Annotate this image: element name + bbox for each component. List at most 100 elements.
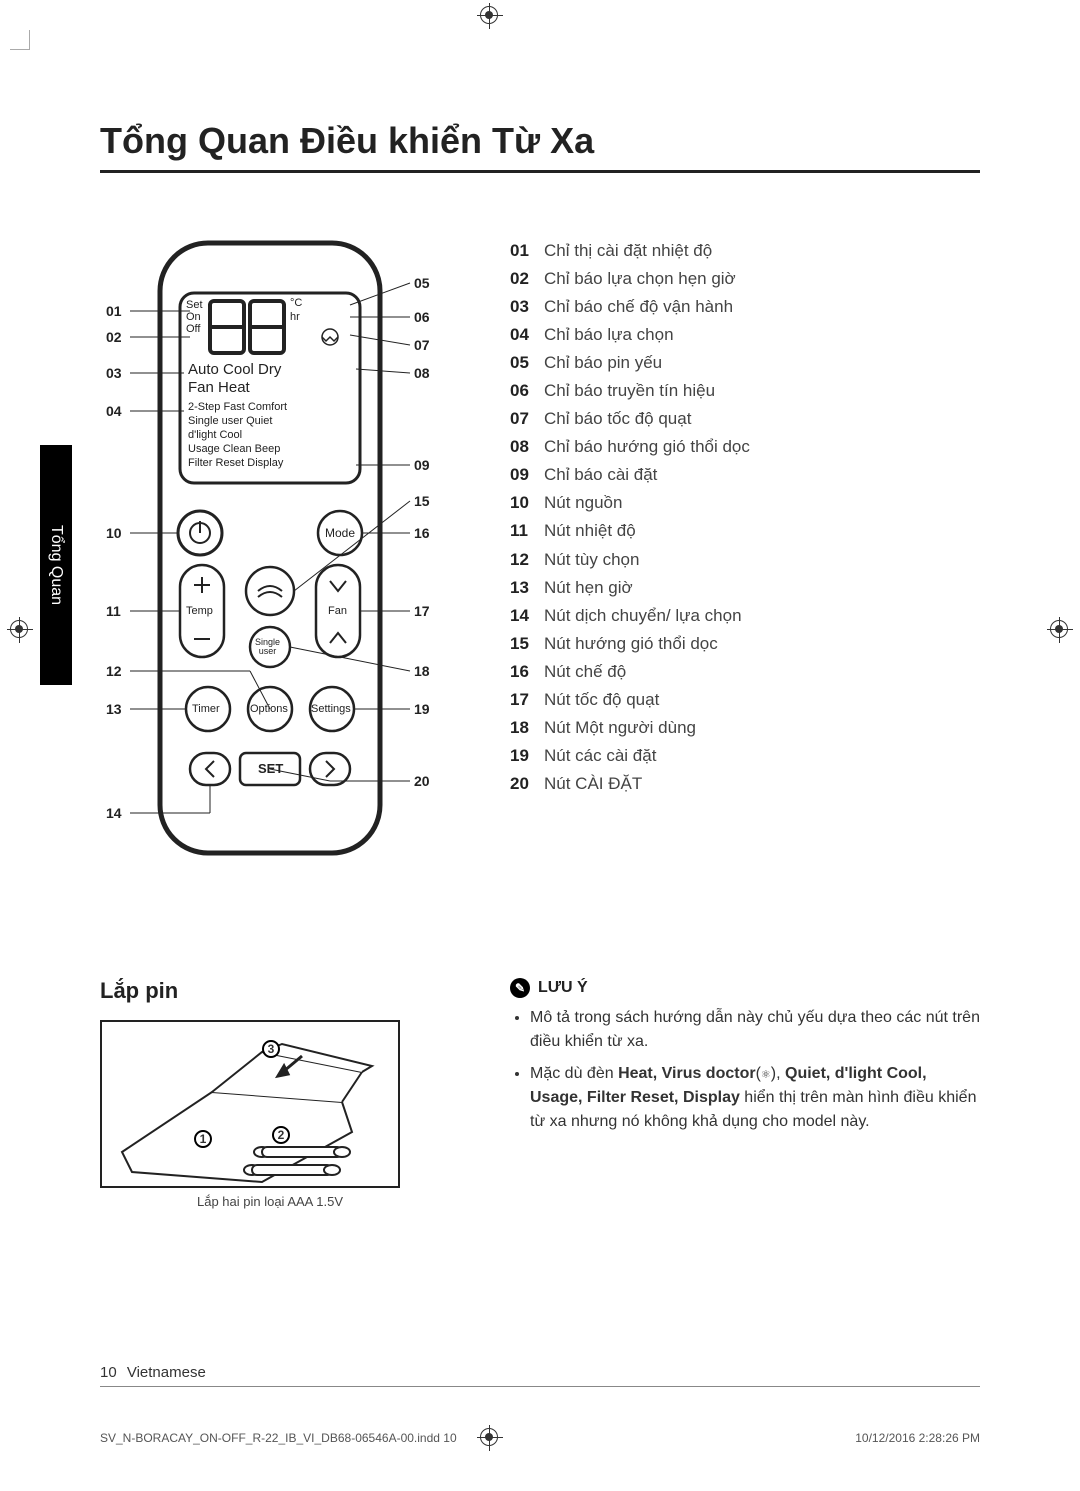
battery-step: 3	[262, 1040, 280, 1058]
battery-step: 2	[272, 1126, 290, 1144]
legend-text: Nút hướng gió thổi dọc	[544, 630, 718, 658]
legend-num: 13	[510, 574, 534, 602]
page: Tổng Quan Điều khiển Từ Xa Tổng Quan	[0, 0, 1080, 1491]
battery-step: 1	[194, 1130, 212, 1148]
legend-text: Nút dịch chuyển/ lựa chọn	[544, 602, 742, 630]
btn-mode-label: Mode	[325, 526, 355, 540]
remote-diagram: Set On Off °C hr Auto Cool Dry Fan Heat …	[100, 233, 440, 878]
legend-item: 16 Nút chế độ	[510, 658, 980, 686]
display-modes1: Auto Cool Dry	[188, 361, 281, 378]
print-file: SV_N-BORACAY_ON-OFF_R-22_IB_VI_DB68-0654…	[100, 1431, 457, 1445]
legend-num: 14	[510, 602, 534, 630]
callout: 15	[414, 493, 430, 509]
btn-set-label: SET	[258, 761, 283, 776]
legend-text: Chỉ báo lựa chọn hẹn giờ	[544, 265, 736, 293]
legend-item: 12Nút tùy chọn	[510, 546, 980, 574]
legend-text: Nút tốc độ quạt	[544, 686, 659, 714]
legend-num: 04	[510, 321, 534, 349]
legend-text: Chỉ thị cài đặt nhiệt độ	[544, 237, 712, 265]
callout: 12	[106, 663, 122, 679]
legend-num: 16	[510, 658, 534, 686]
callout: 16	[414, 525, 430, 541]
callout: 11	[106, 603, 121, 619]
btn-temp-label: Temp	[186, 605, 213, 617]
page-lang: Vietnamese	[127, 1364, 206, 1381]
legend-num: 03	[510, 293, 534, 321]
display-row5: Filter Reset Display	[188, 457, 283, 469]
callout: 10	[106, 525, 122, 541]
legend-item: 04 Chỉ báo lựa chọn	[510, 321, 980, 349]
legend-item: 02 Chỉ báo lựa chọn hẹn giờ	[510, 265, 980, 293]
btn-single-user-label: Single user	[255, 638, 280, 656]
legend-text: Nút các cài đặt	[544, 742, 656, 770]
legend-text: Chỉ báo pin yếu	[544, 349, 662, 377]
legend-text: Nút nhiệt độ	[544, 517, 636, 545]
legend-item: 19 Nút các cài đặt	[510, 742, 980, 770]
legend-item: 07 Chỉ báo tốc độ quạt	[510, 405, 980, 433]
callout: 08	[414, 365, 430, 381]
callout: 04	[106, 403, 122, 419]
legend-num: 07	[510, 405, 534, 433]
legend-num: 05	[510, 349, 534, 377]
legend-text: Chỉ báo lựa chọn	[544, 321, 674, 349]
btn-timer-label: Timer	[192, 703, 220, 715]
legend-item: 17 Nút tốc độ quạt	[510, 686, 980, 714]
btn-settings-label: Settings	[311, 703, 351, 715]
callout: 18	[414, 663, 430, 679]
callout: 01	[106, 303, 122, 319]
note-heading: ✎ LƯU Ý	[510, 978, 980, 998]
legend-item: 05 Chỉ báo pin yếu	[510, 349, 980, 377]
legend-text: Nút hẹn giờ	[544, 574, 633, 602]
battery-caption: Lắp hai pin loại AAA 1.5V	[100, 1194, 440, 1209]
legend-item: 03 Chỉ báo chế độ vận hành	[510, 293, 980, 321]
note-item: Mô tả trong sách hướng dẫn này chủ yếu d…	[530, 1006, 980, 1054]
legend-text: Chỉ báo truyền tín hiệu	[544, 377, 715, 405]
legend-item: 06 Chỉ báo truyền tín hiệu	[510, 377, 980, 405]
display-off: Off	[186, 323, 200, 335]
legend-text: Chỉ báo cài đặt	[544, 461, 657, 489]
display-modes2: Fan Heat	[188, 379, 250, 396]
callout: 19	[414, 701, 430, 717]
btn-options-label: Options	[250, 703, 288, 715]
legend-text: Nút nguồn	[544, 489, 622, 517]
legend: 01Chỉ thị cài đặt nhiệt độ02Chỉ báo lựa …	[510, 233, 980, 878]
legend-num: 19	[510, 742, 534, 770]
remote-illustration	[100, 233, 440, 873]
legend-num: 20	[510, 770, 534, 798]
page-num: 10	[100, 1364, 117, 1381]
print-footer: SV_N-BORACAY_ON-OFF_R-22_IB_VI_DB68-0654…	[100, 1431, 980, 1445]
note-icon: ✎	[510, 978, 530, 998]
legend-item: 20Nút CÀI ĐẶT	[510, 770, 980, 798]
note-list: Mô tả trong sách hướng dẫn này chủ yếu d…	[510, 1006, 980, 1134]
legend-item: 08Chỉ báo hướng gió thổi dọc	[510, 433, 980, 461]
callout: 05	[414, 275, 430, 291]
legend-num: 11	[510, 517, 534, 545]
display-row4: Usage Clean Beep	[188, 443, 280, 455]
legend-num: 17	[510, 686, 534, 714]
legend-item: 10 Nút nguồn	[510, 489, 980, 517]
legend-item: 15 Nút hướng gió thổi dọc	[510, 630, 980, 658]
legend-num: 15	[510, 630, 534, 658]
legend-item: 13 Nút hẹn giờ	[510, 574, 980, 602]
legend-num: 06	[510, 377, 534, 405]
legend-num: 09	[510, 461, 534, 489]
callout: 03	[106, 365, 122, 381]
callout: 06	[414, 309, 430, 325]
callout: 02	[106, 329, 122, 345]
note-heading-text: LƯU Ý	[538, 979, 588, 997]
legend-item: 11 Nút nhiệt độ	[510, 517, 980, 545]
legend-num: 02	[510, 265, 534, 293]
legend-num: 12	[510, 546, 534, 574]
legend-num: 08	[510, 433, 534, 461]
legend-text: Chỉ báo chế độ vận hành	[544, 293, 733, 321]
legend-text: Nút Một người dùng	[544, 714, 696, 742]
section-tab: Tổng Quan	[40, 445, 72, 685]
display-unit: °C	[290, 297, 302, 309]
legend-text: Chỉ báo tốc độ quạt	[544, 405, 691, 433]
btn-fan-label: Fan	[328, 605, 347, 617]
legend-num: 10	[510, 489, 534, 517]
display-row1: 2-Step Fast Comfort	[188, 401, 287, 413]
callout: 13	[106, 701, 122, 717]
legend-text: Nút chế độ	[544, 658, 626, 686]
legend-item: 14 Nút dịch chuyển/ lựa chọn	[510, 602, 980, 630]
